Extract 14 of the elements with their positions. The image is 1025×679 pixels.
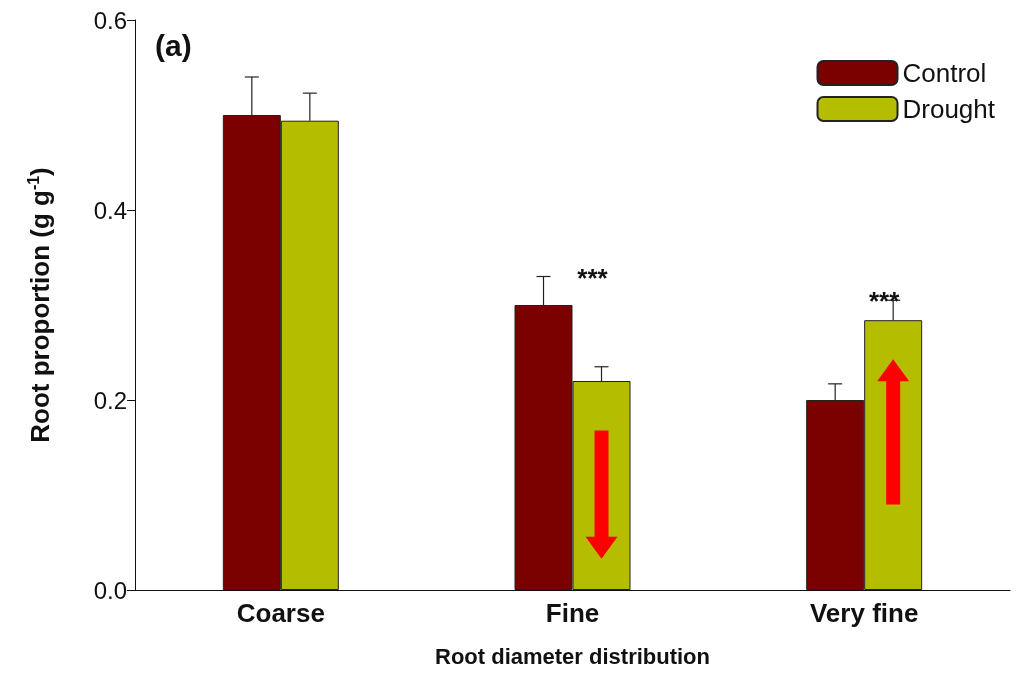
y-tick-label: 0.2 [93, 386, 127, 414]
x-axis-title: Root diameter distribution [435, 643, 710, 669]
y-tick-label: 0.4 [93, 196, 127, 224]
annotation: *** [577, 262, 609, 293]
annotation: (a) [155, 28, 192, 62]
x-tick-label: Coarse [236, 598, 325, 628]
legend-label: Control [902, 58, 987, 88]
y-axis-title: Root proportion (g g-1) [24, 167, 55, 443]
x-tick-label: Fine [545, 598, 600, 628]
annotation: *** [868, 286, 901, 317]
y-tick-label: 0.6 [93, 6, 127, 34]
y-tick-label: 0.0 [93, 576, 127, 604]
legend-label: Drought [902, 94, 996, 124]
x-tick-label: Very fine [809, 598, 919, 628]
